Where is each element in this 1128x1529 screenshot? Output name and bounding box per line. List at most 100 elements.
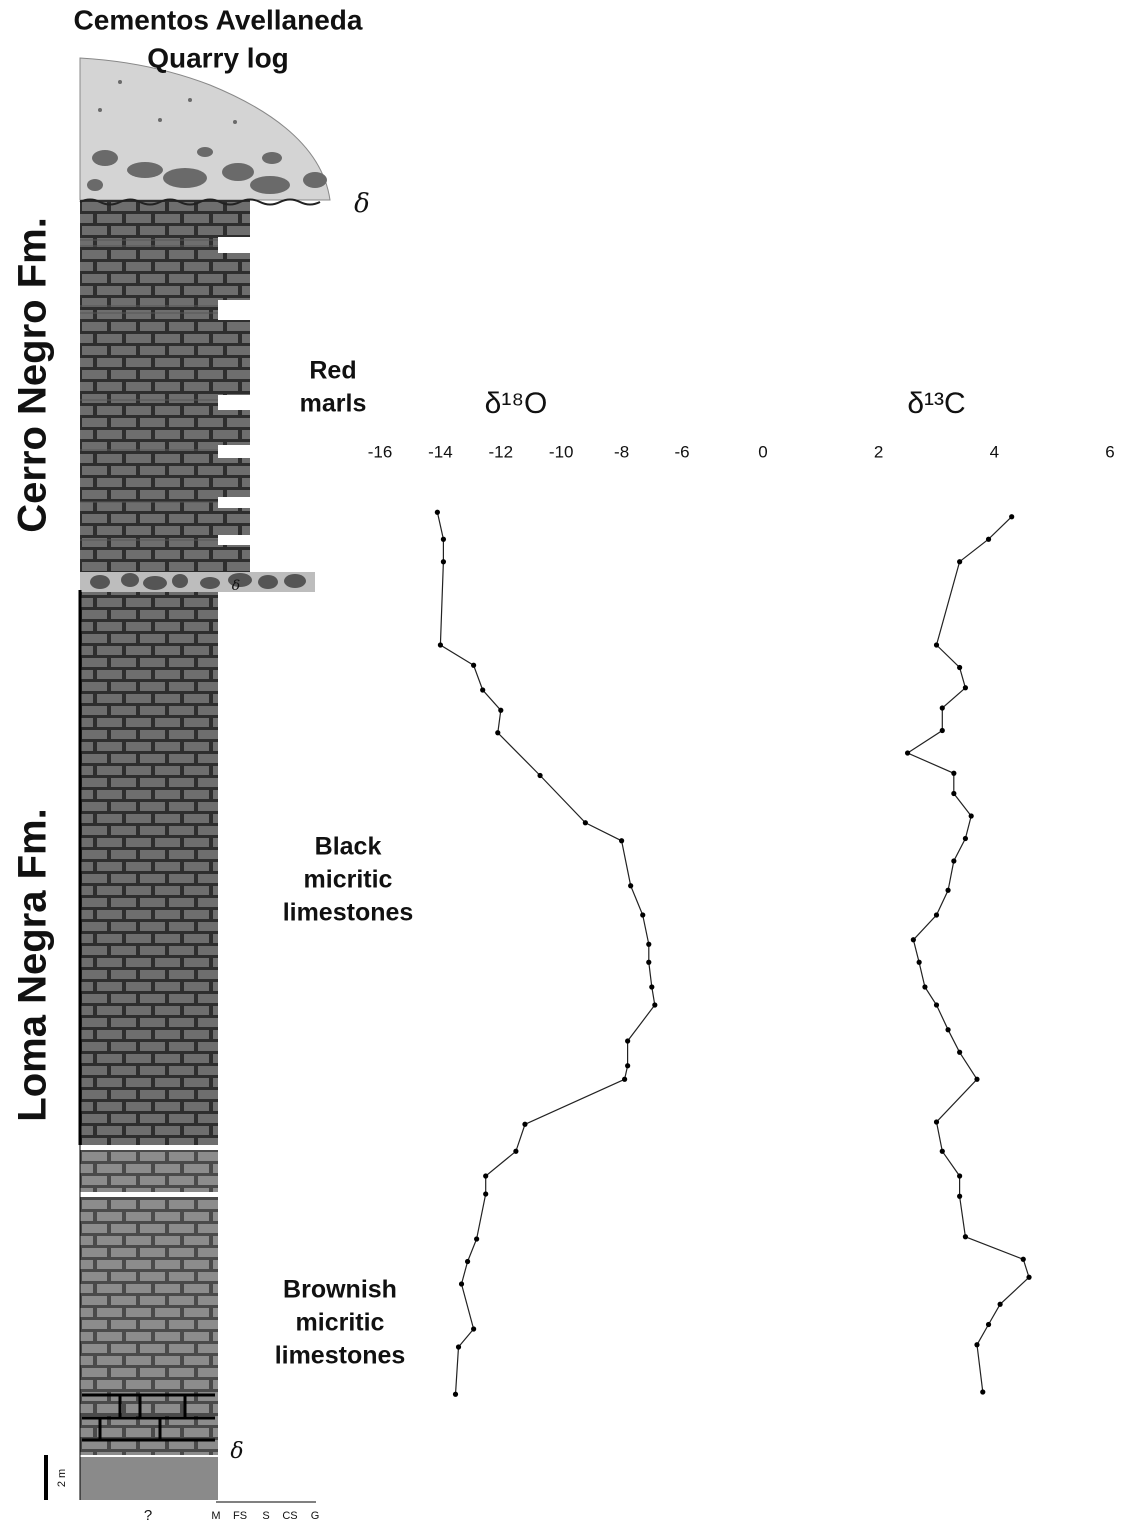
sample-point: [957, 1173, 962, 1178]
x-tick-label: -16: [368, 442, 393, 461]
grain-size-label: S: [262, 1510, 269, 1522]
sample-point: [1026, 1275, 1031, 1280]
unconformity-symbol: δ: [354, 189, 370, 219]
sample-point: [495, 730, 500, 735]
lithology-label: Black: [315, 833, 382, 861]
grain-size-label: M: [211, 1510, 220, 1522]
sample-point: [625, 1063, 630, 1068]
sample-point: [957, 1050, 962, 1055]
sample-point: [974, 1342, 979, 1347]
sample-point: [934, 912, 939, 917]
sample-point: [619, 838, 624, 843]
lithology-label: Red: [309, 357, 356, 385]
sample-point: [951, 858, 956, 863]
x-tick-label: -8: [614, 442, 629, 461]
sample-point: [969, 813, 974, 818]
sample-point: [483, 1173, 488, 1178]
formation-label: Cerro Negro Fm.: [11, 217, 55, 533]
sample-point: [652, 1002, 657, 1007]
x-tick-label: -6: [674, 442, 689, 461]
grain-size-label: G: [311, 1510, 320, 1522]
basement: [80, 1457, 218, 1500]
sample-point: [513, 1149, 518, 1154]
sample-point: [974, 1077, 979, 1082]
sample-point: [480, 687, 485, 692]
sample-point: [945, 888, 950, 893]
chart-title: δ¹⁸O: [485, 387, 548, 420]
sample-point: [453, 1392, 458, 1397]
sample-point: [917, 960, 922, 965]
brown-limestone: [80, 1197, 218, 1455]
sample-point: [640, 912, 645, 917]
sample-point: [951, 771, 956, 776]
sample-point: [646, 942, 651, 947]
sample-point: [963, 685, 968, 690]
sample-point: [963, 1234, 968, 1239]
lithology-label: marls: [300, 390, 367, 418]
sample-point: [905, 750, 910, 755]
x-tick-label: 6: [1105, 442, 1114, 461]
x-tick-label: 2: [874, 442, 883, 461]
grain-size-label: ?: [144, 1507, 152, 1524]
sample-point: [934, 642, 939, 647]
lithology-label: limestones: [275, 1342, 406, 1370]
x-tick-label: -10: [549, 442, 574, 461]
sample-point: [998, 1302, 1003, 1307]
sample-point: [1021, 1257, 1026, 1262]
sample-point: [441, 559, 446, 564]
unconformity-symbol: δ: [232, 578, 240, 594]
figure: δ¹⁸O-16-14-12-10-8-6δ¹³C0246 Cementos Av…: [0, 0, 1128, 1529]
lithology-label: micritic: [304, 866, 393, 894]
black-limestone: [80, 592, 218, 1145]
chart-title: δ¹³C: [907, 387, 965, 420]
sample-point: [474, 1236, 479, 1241]
x-tick-label: 0: [758, 442, 767, 461]
x-tick-label: -14: [428, 442, 453, 461]
sample-point: [940, 1149, 945, 1154]
x-tick-label: 4: [990, 442, 999, 461]
scale-label: 2 m: [56, 1469, 68, 1487]
sample-point: [498, 708, 503, 713]
sample-point: [646, 960, 651, 965]
sample-point: [940, 728, 945, 733]
sample-point: [963, 836, 968, 841]
sample-point: [951, 791, 956, 796]
unconformity-symbol: δ: [230, 1439, 243, 1464]
sample-point: [934, 1119, 939, 1124]
formation-label: Loma Negra Fm.: [11, 808, 55, 1121]
conglomerate-bed: [80, 572, 315, 592]
sample-point: [649, 984, 654, 989]
sample-point: [957, 559, 962, 564]
isotope-profiles: δ¹⁸O -16 -14 -12 -10 -8 -6 δ¹³C 0 2 4 6: [368, 387, 1115, 1397]
sample-point: [940, 705, 945, 710]
sample-point: [625, 1038, 630, 1043]
sample-point: [441, 537, 446, 542]
sample-point: [957, 665, 962, 670]
sample-point: [986, 537, 991, 542]
sample-point: [583, 820, 588, 825]
sample-point: [471, 1326, 476, 1331]
sample-point: [522, 1122, 527, 1127]
lithology-label: Brownish: [283, 1276, 397, 1304]
sample-point: [934, 1002, 939, 1007]
sample-point: [957, 1194, 962, 1199]
sample-point: [628, 883, 633, 888]
sample-point: [986, 1322, 991, 1327]
page: {"log": { "title": ["Cementos Avellaneda…: [0, 0, 1128, 1529]
red-marls: [80, 200, 250, 575]
sample-point: [945, 1027, 950, 1032]
x-tick-label: -12: [489, 442, 514, 461]
profile-line: [908, 517, 1029, 1392]
sample-point: [922, 984, 927, 989]
lithology-label: limestones: [283, 899, 414, 927]
sample-point: [438, 642, 443, 647]
sample-point: [456, 1344, 461, 1349]
lithology-label: micritic: [296, 1309, 385, 1337]
grain-size-label: CS: [282, 1510, 297, 1522]
sample-point: [471, 663, 476, 668]
brown-limestone-upper: [80, 1150, 218, 1192]
sample-point: [622, 1077, 627, 1082]
sample-point: [465, 1259, 470, 1264]
sample-point: [980, 1389, 985, 1394]
grain-size-label: FS: [233, 1510, 247, 1522]
